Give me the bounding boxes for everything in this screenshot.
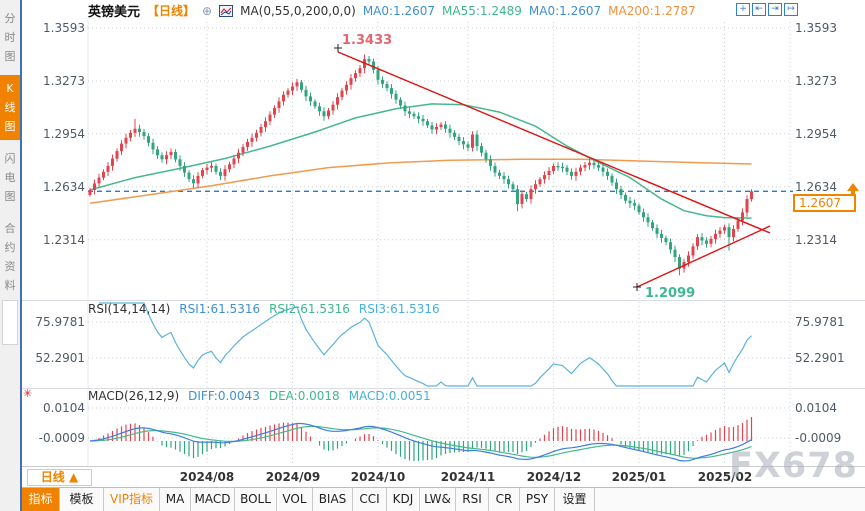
chart-toolbar: + ⇤ ⇥ ↦ [736, 3, 798, 16]
price-label-right-1: 1.3593 [795, 21, 837, 35]
scale-left-icon[interactable]: ⇤ [752, 3, 766, 16]
price-label-left-4: 1.2634 [43, 180, 85, 194]
period-label[interactable]: 【日线】 [147, 4, 196, 18]
sidebar-item-time-chart[interactable]: 分时图 [4, 12, 16, 63]
sidebar-item-kline-chart[interactable]: K线图 [0, 75, 20, 140]
macd-value: MACD:0.0051 [348, 389, 431, 403]
price-up-arrow-icon [847, 183, 859, 196]
tab-template[interactable]: 模板 [60, 488, 104, 511]
tab-indicator[interactable]: 指标 [22, 488, 60, 511]
macd-header: MACD(26,12,9) DIFF:0.0043 DEA:0.0018 MAC… [88, 389, 431, 403]
ma0-value-2: MA0:1.2607 [528, 3, 602, 18]
tab-psy[interactable]: PSY [520, 488, 555, 511]
ma0-value: MA0:1.2607 [362, 3, 436, 18]
time-axis: 日线 ▲ 2024/08 2024/09 2024/10 2024/11 202… [22, 466, 865, 487]
low-annotation: 1.2099 [645, 286, 696, 301]
chart-header: 英镑美元 【日线】 ⊕ MA(0,55,0,200,0,0) MA0:1.260… [88, 2, 696, 21]
tab-vip-indicator[interactable]: VIP指标 [104, 488, 160, 511]
current-price-badge: 1.2607 [793, 194, 856, 212]
rsi-title[interactable]: RSI(14,14,14) [88, 302, 171, 316]
high-annotation: 1.3433 [342, 33, 393, 48]
month-label: 2024/10 [350, 470, 406, 484]
sidebar-item-contract-info[interactable]: 合约资料 [4, 222, 16, 292]
panel-divider-macd [22, 388, 865, 389]
overlay-add-icon[interactable]: ⊕ [202, 3, 213, 18]
scale-right-icon[interactable]: ⇥ [768, 3, 782, 16]
indicator-settings-icon[interactable]: ✳ [23, 387, 33, 400]
macd-title[interactable]: MACD(26,12,9) [88, 389, 180, 403]
period-selector[interactable]: 日线 ▲ [27, 469, 92, 486]
price-label-right-3: 1.2954 [795, 127, 837, 141]
macd-axis-right-2: -0.0009 [795, 431, 842, 445]
month-label: 2024/11 [440, 470, 496, 484]
month-label: 2024/08 [179, 470, 235, 484]
month-label: 2024/09 [265, 470, 321, 484]
macd-axis-left-1: 0.0104 [43, 401, 85, 415]
macd-axis-right-1: 0.0104 [795, 401, 837, 415]
rsi2-value: RSI2:61.5316 [269, 302, 350, 316]
month-label: 2024/12 [526, 470, 582, 484]
ma55-value: MA55:1.2489 [442, 3, 522, 18]
tab-settings[interactable]: 设置 [555, 488, 595, 511]
price-label-left-3: 1.2954 [43, 127, 85, 141]
price-label-right-5: 1.2314 [795, 233, 837, 247]
tab-kdj[interactable]: KDJ [387, 488, 420, 511]
chart-type-icon[interactable] [219, 4, 234, 17]
symbol-name: 英镑美元 [88, 5, 141, 20]
tab-ma[interactable]: MA [160, 488, 191, 511]
tab-cci[interactable]: CCI [353, 488, 387, 511]
tab-vol[interactable]: VOL [277, 488, 313, 511]
ma-formula: MA(0,55,0,200,0,0) [240, 3, 356, 18]
month-label: 2025/02 [697, 470, 753, 484]
macd-axis-left-2: -0.0009 [38, 431, 85, 445]
rsi-axis-left-2: 52.2901 [35, 351, 85, 365]
tab-boll[interactable]: BOLL [235, 488, 277, 511]
price-label-left-2: 1.3273 [43, 74, 85, 88]
tab-macd[interactable]: MACD [191, 488, 235, 511]
rsi1-value: RSI1:61.5316 [179, 302, 261, 316]
export-icon[interactable]: ↦ [784, 3, 798, 16]
rsi3-value: RSI3:61.5316 [358, 302, 440, 316]
sidebar-item-lightning-chart[interactable]: 闪电图 [4, 152, 16, 203]
price-label-right-4: 1.2634 [795, 180, 837, 194]
tab-cr[interactable]: CR [489, 488, 520, 511]
crosshair-icon[interactable]: + [736, 3, 750, 16]
tab-bias[interactable]: BIAS [313, 488, 353, 511]
sidebar: 分时图 K线图 闪电图 合约资料 [0, 0, 22, 511]
rsi-axis-right-1: 75.9781 [795, 315, 845, 329]
rsi-axis-right-2: 52.2901 [795, 351, 845, 365]
month-label: 2025/01 [611, 470, 667, 484]
tab-rsi[interactable]: RSI [456, 488, 489, 511]
price-label-right-2: 1.3273 [795, 74, 837, 88]
rsi-axis-left-1: 75.9781 [35, 315, 85, 329]
tab-lwr[interactable]: LW& [420, 488, 456, 511]
indicator-tabbar: 指标 模板 VIP指标 MA MACD BOLL VOL BIAS CCI KD… [22, 487, 865, 511]
dea-value: DEA:0.0018 [268, 389, 340, 403]
sidebar-scroll-thumb[interactable] [2, 300, 18, 345]
rsi-header: RSI(14,14,14) RSI1:61.5316 RSI2:61.5316 … [88, 302, 440, 316]
ma200-value: MA200:1.2787 [608, 3, 696, 18]
panel-divider-rsi [22, 300, 865, 301]
price-label-left-5: 1.2314 [43, 233, 85, 247]
price-label-left-1: 1.3593 [43, 21, 85, 35]
diff-value: DIFF:0.0043 [188, 389, 260, 403]
